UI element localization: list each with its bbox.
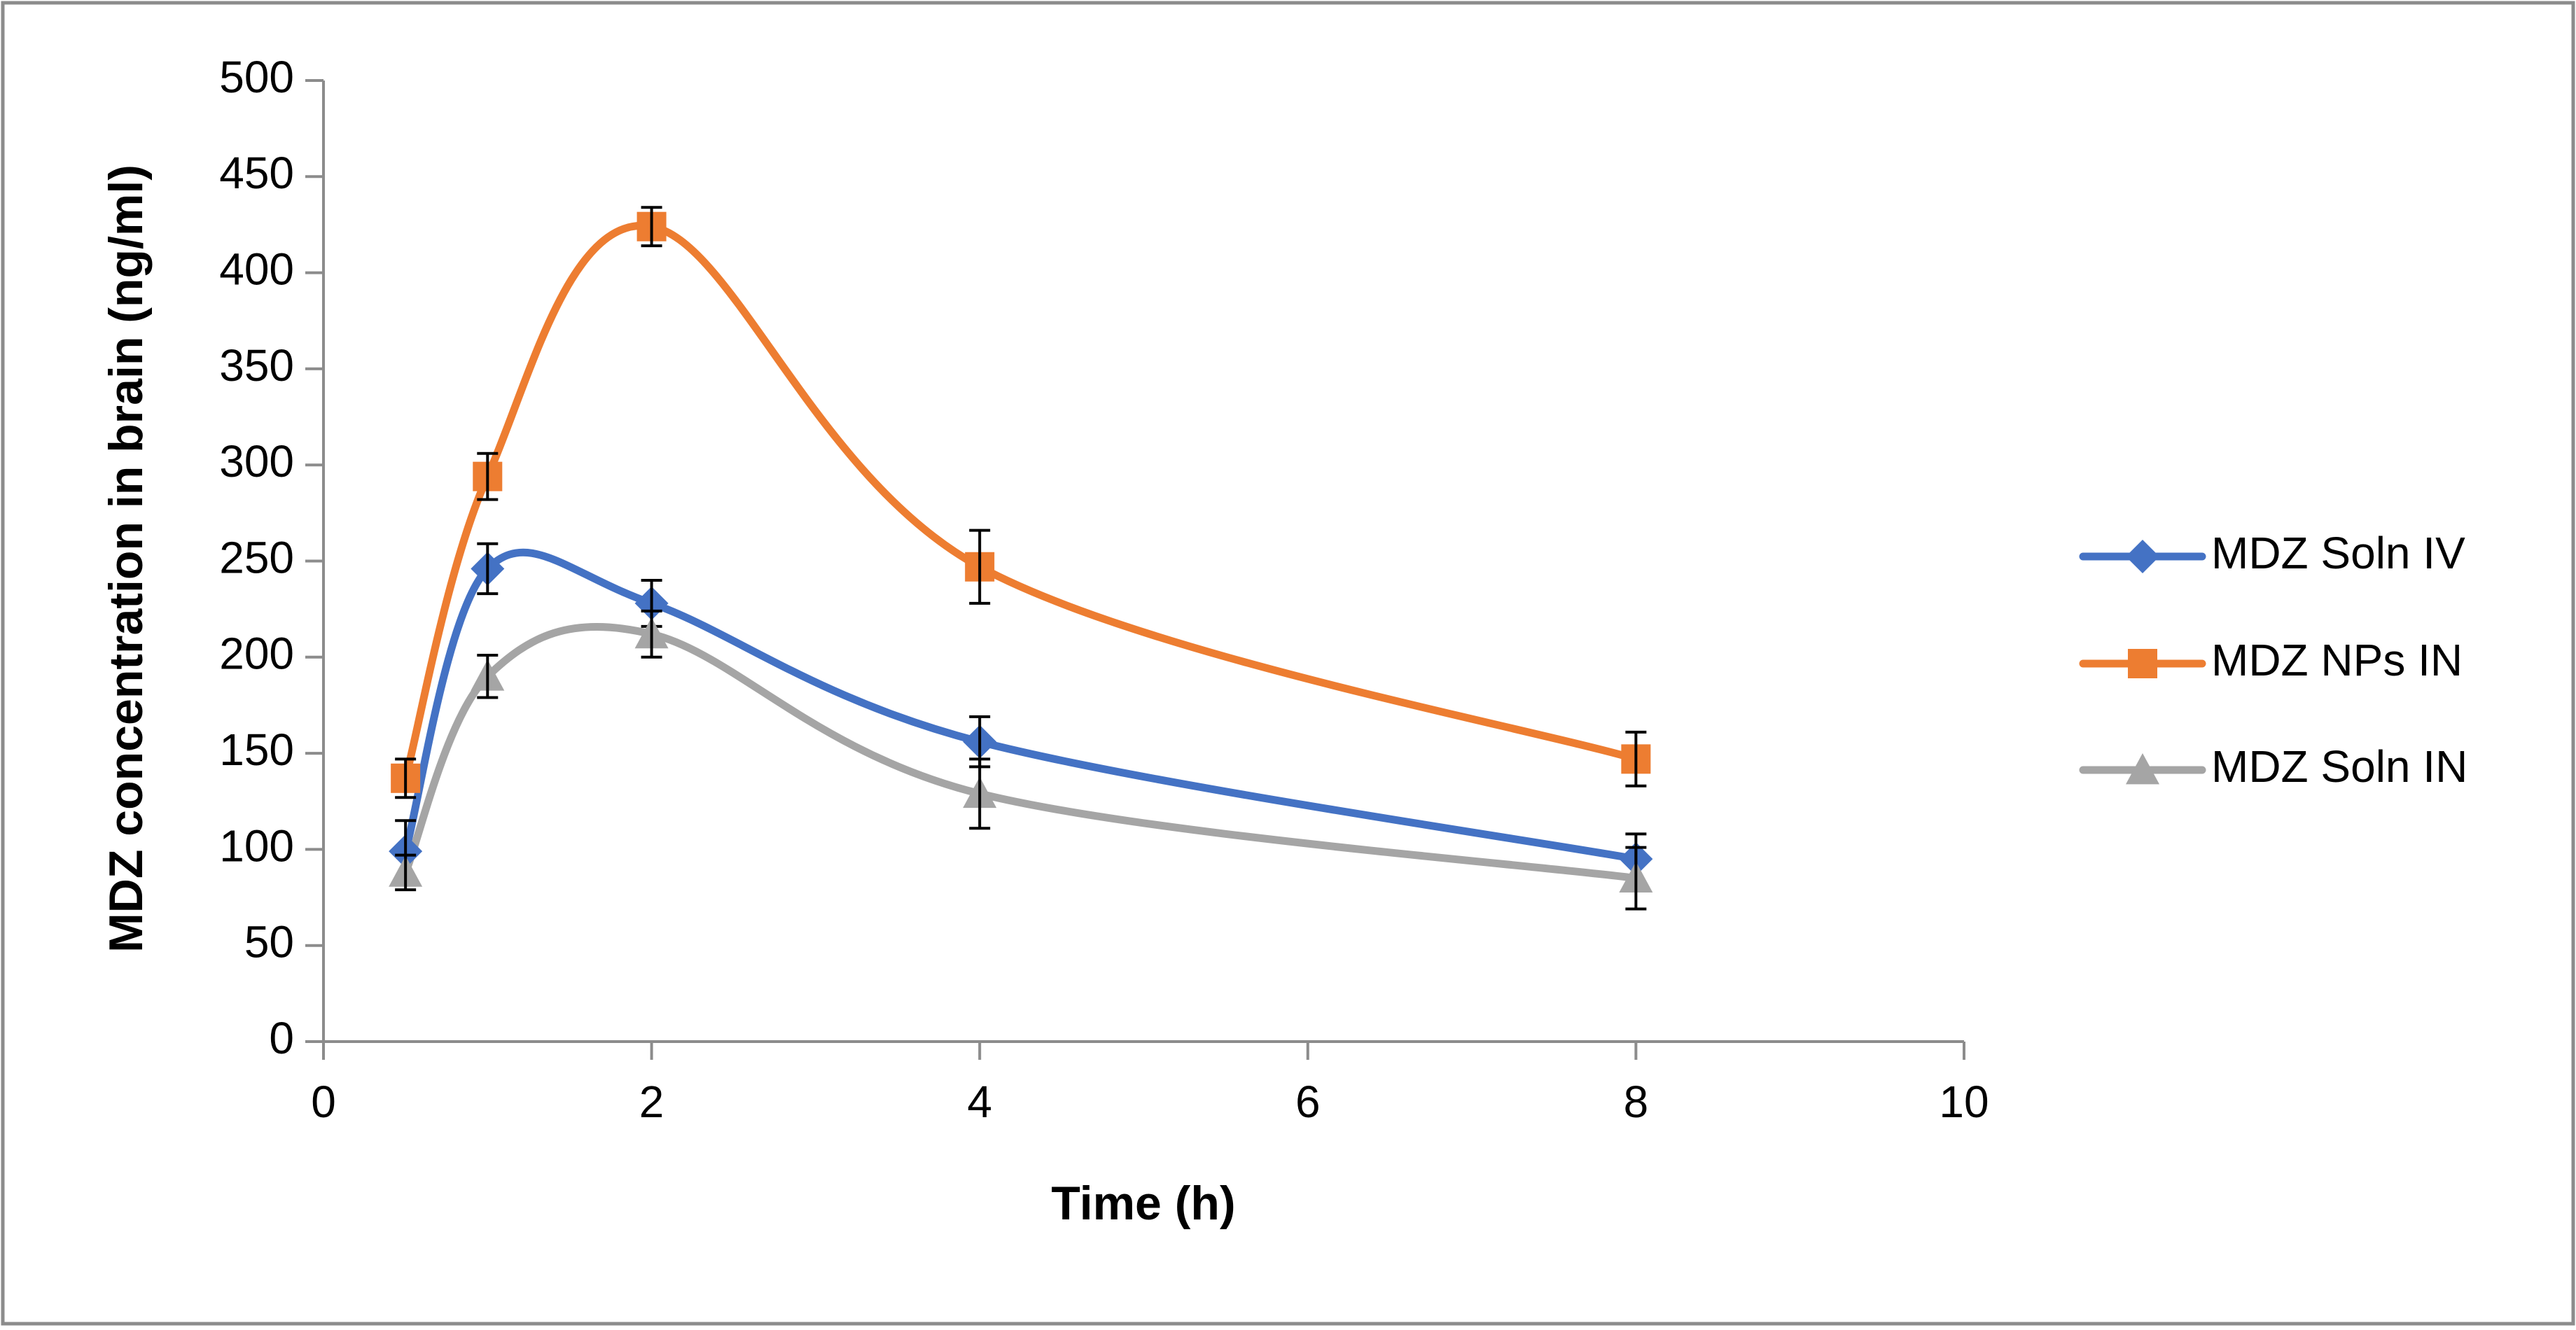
y-tick-label: 150 [219,724,294,775]
y-tick-label: 300 [219,436,294,486]
axes-layer: 0 50 100 150 200 250 300 350 400 450 500 0 2 4 6 8 10 [219,52,1989,1127]
y-tick-label: 400 [219,244,294,295]
series-line [401,623,1640,883]
legend-marker [2126,753,2159,785]
series-mdz-nps-in [401,221,1640,783]
series-mdz-soln-iv [401,548,1640,863]
series-points-mdz-nps-in [391,206,1651,799]
series-mdz-soln-in [401,623,1640,883]
legend-marker [2128,649,2157,678]
x-tick-label: 4 [967,1077,992,1127]
legend-label: MDZ NPs IN [2211,635,2463,685]
y-tick-label: 200 [219,629,294,679]
y-tick-label: 350 [219,340,294,391]
series-line [401,548,1640,863]
series-layer [389,206,1653,911]
y-tick-label: 450 [219,148,294,198]
legend-item-mdz-nps-in: MDZ NPs IN [2079,635,2463,685]
legend-item-mdz-soln-in: MDZ Soln IN [2079,741,2467,792]
y-tick-label: 250 [219,532,294,582]
x-tick-label: 8 [1624,1077,1649,1127]
y-axis-title: MDZ concentration in brain (ng/ml) [99,164,153,953]
legend-label: MDZ Soln IV [2211,528,2465,578]
x-tick-label: 0 [311,1077,336,1127]
series-line [401,221,1640,783]
y-tick-label: 0 [269,1013,294,1063]
legend-marker [2126,540,2159,573]
legend-label: MDZ Soln IN [2211,741,2467,792]
y-tick-label: 100 [219,820,294,871]
x-tick-label: 6 [1295,1077,1321,1127]
x-axis-title: Time (h) [1051,1177,1235,1230]
x-tick-label: 2 [639,1077,664,1127]
y-tick-label: 50 [244,917,294,967]
x-tick-label: 10 [1939,1077,1989,1127]
y-tick-label: 500 [219,52,294,102]
legend-item-mdz-soln-iv: MDZ Soln IV [2079,528,2465,578]
legend: MDZ Soln IV MDZ NPs IN MDZ Soln IN [2079,528,2467,792]
series-points-mdz-soln-in [389,609,1653,911]
